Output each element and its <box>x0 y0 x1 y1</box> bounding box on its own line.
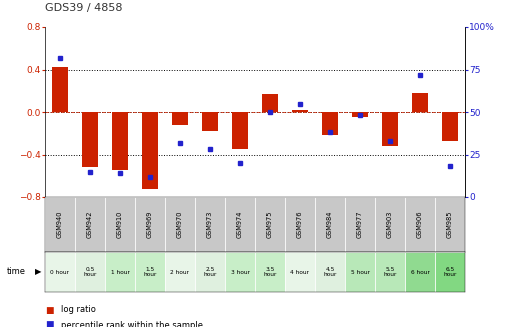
Text: 3.5
hour: 3.5 hour <box>263 267 277 277</box>
Text: 6 hour: 6 hour <box>411 269 429 274</box>
Bar <box>135 252 165 292</box>
Text: GSM940: GSM940 <box>57 211 63 238</box>
Text: percentile rank within the sample: percentile rank within the sample <box>61 320 203 327</box>
Text: GSM906: GSM906 <box>417 211 423 238</box>
Text: GSM942: GSM942 <box>87 211 93 238</box>
Bar <box>442 112 458 141</box>
Bar <box>345 252 375 292</box>
Bar <box>262 94 278 112</box>
Text: 4 hour: 4 hour <box>291 269 309 274</box>
Text: GSM974: GSM974 <box>237 211 243 238</box>
Text: GSM977: GSM977 <box>357 211 363 238</box>
Text: 2.5
hour: 2.5 hour <box>203 267 217 277</box>
Text: GSM984: GSM984 <box>327 211 333 238</box>
Bar <box>255 197 285 252</box>
Bar <box>112 112 128 170</box>
Bar <box>165 252 195 292</box>
Bar <box>345 197 375 252</box>
Text: GSM903: GSM903 <box>387 211 393 238</box>
Text: ■: ■ <box>45 305 53 315</box>
Text: GSM970: GSM970 <box>177 211 183 238</box>
Text: 6.5
hour: 6.5 hour <box>443 267 457 277</box>
Bar <box>315 197 345 252</box>
Bar <box>375 197 405 252</box>
Bar <box>412 93 428 112</box>
Bar <box>165 197 195 252</box>
Text: GSM973: GSM973 <box>207 211 213 238</box>
Bar <box>435 252 465 292</box>
Bar <box>142 112 159 188</box>
Bar <box>105 197 135 252</box>
Text: time: time <box>7 267 26 277</box>
Text: 4.5
hour: 4.5 hour <box>323 267 337 277</box>
Bar <box>315 252 345 292</box>
Text: 0 hour: 0 hour <box>50 269 69 274</box>
Bar <box>375 252 405 292</box>
Bar <box>105 252 135 292</box>
Bar <box>225 252 255 292</box>
Bar <box>285 197 315 252</box>
Text: 1 hour: 1 hour <box>110 269 130 274</box>
Text: 0.5
hour: 0.5 hour <box>83 267 97 277</box>
Text: GSM969: GSM969 <box>147 211 153 238</box>
Bar <box>405 252 435 292</box>
Text: GDS39 / 4858: GDS39 / 4858 <box>45 3 122 13</box>
Bar <box>135 197 165 252</box>
Bar <box>435 197 465 252</box>
Bar <box>292 110 308 112</box>
Text: 3 hour: 3 hour <box>231 269 250 274</box>
Text: 1.5
hour: 1.5 hour <box>143 267 156 277</box>
Bar <box>195 197 225 252</box>
Bar <box>405 197 435 252</box>
Bar <box>75 197 105 252</box>
Bar <box>82 112 98 167</box>
Bar <box>75 252 105 292</box>
Bar <box>202 112 218 131</box>
Bar <box>322 112 338 135</box>
Bar <box>45 197 75 252</box>
Text: ▶: ▶ <box>35 267 41 277</box>
Bar <box>45 252 75 292</box>
Bar <box>232 112 248 149</box>
Text: ■: ■ <box>45 320 53 327</box>
Text: 5.5
hour: 5.5 hour <box>383 267 397 277</box>
Bar <box>352 112 368 117</box>
Text: 2 hour: 2 hour <box>170 269 190 274</box>
Text: GSM975: GSM975 <box>267 211 273 238</box>
Bar <box>195 252 225 292</box>
Text: 5 hour: 5 hour <box>351 269 369 274</box>
Text: GSM976: GSM976 <box>297 211 303 238</box>
Bar <box>172 112 188 125</box>
Text: GSM985: GSM985 <box>447 211 453 238</box>
Bar <box>255 252 285 292</box>
Bar <box>285 252 315 292</box>
Bar <box>52 67 68 112</box>
Bar <box>225 197 255 252</box>
Text: log ratio: log ratio <box>61 305 96 315</box>
Bar <box>382 112 398 146</box>
Text: GSM910: GSM910 <box>117 211 123 238</box>
